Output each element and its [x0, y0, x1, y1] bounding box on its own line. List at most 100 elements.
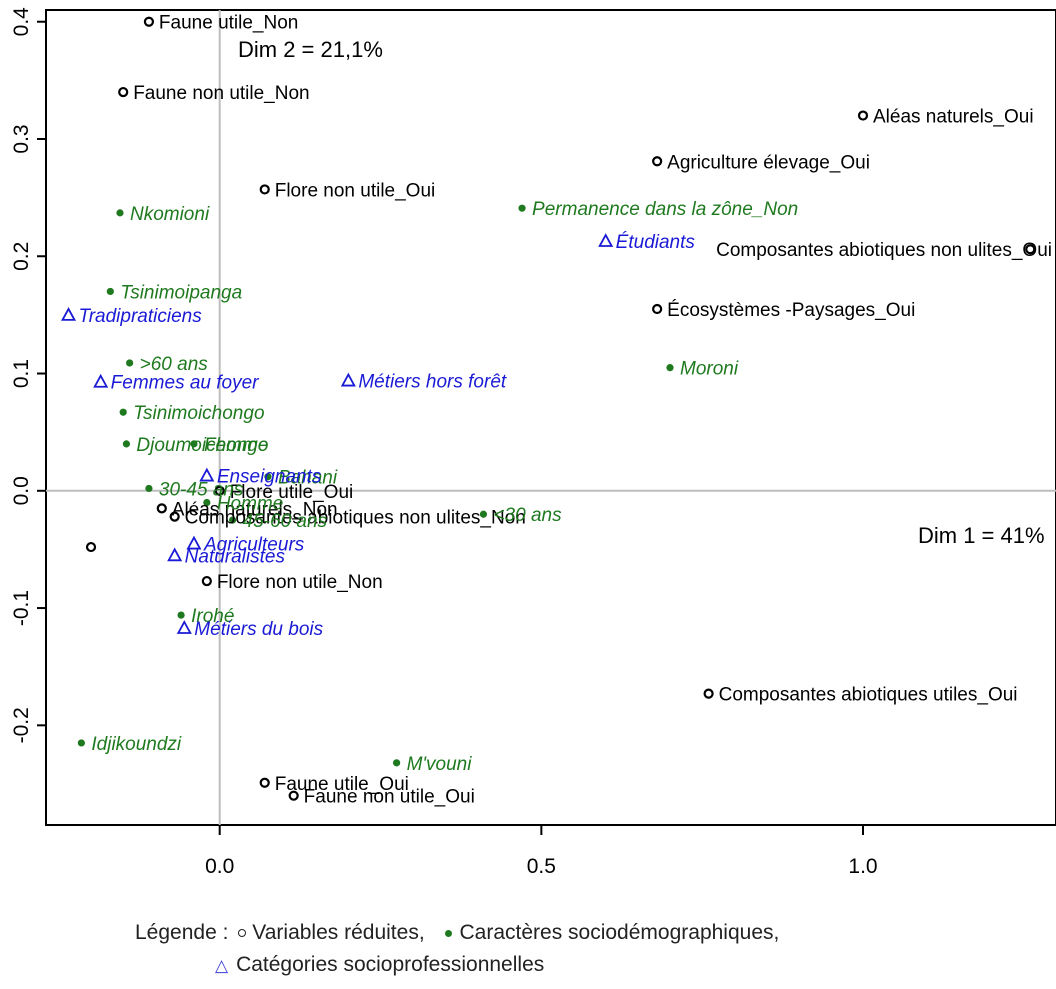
point-label: Écosystèmes -Paysages_Oui	[667, 300, 915, 321]
point-label: Aléas naturels_Oui	[873, 107, 1034, 128]
point-label: Métiers hors forêt	[358, 372, 507, 393]
point-label: Faune utile_Oui	[275, 774, 409, 795]
legend-prefix: Légende :	[135, 921, 229, 944]
point-label: Tsinimoipanga	[120, 282, 242, 303]
point-label: Agriculteurs	[203, 535, 305, 556]
variable-point	[1025, 244, 1036, 255]
point-label: Idjikoundzi	[91, 734, 182, 755]
sociodemographic-point	[106, 287, 114, 296]
y-tick-label: 0.1	[10, 359, 33, 388]
variable-point	[259, 184, 270, 195]
category-point	[176, 620, 192, 634]
category-point	[60, 307, 77, 321]
point-label: Femmes au foyer	[111, 373, 259, 394]
legend-row-1: Légende : Variables réduites, Caractères…	[135, 917, 779, 949]
plot-frame	[45, 9, 1056, 826]
variable-point	[703, 688, 714, 699]
point-label: <30 ans	[493, 505, 562, 526]
point-label: Femme	[204, 435, 268, 456]
point-label: Agriculture élevage_Oui	[667, 152, 870, 173]
point-label: 45-60 ans	[243, 511, 328, 532]
x-tick-label: 0.0	[205, 855, 234, 878]
legend-item-socio: Caractères sociodémographiques,	[459, 921, 780, 944]
point-label: Irohé	[191, 606, 234, 627]
point-label: Composantes abiotiques non ulites_Oui	[716, 240, 1052, 261]
point-label: 30-45 ans	[159, 479, 244, 500]
filled-dot-icon	[444, 929, 452, 937]
variable-point	[85, 541, 97, 553]
category-point	[340, 372, 356, 387]
variable-point	[214, 485, 225, 496]
sociodemographic-point	[116, 209, 124, 217]
variable-point	[201, 575, 212, 587]
point-label: >60 ans	[140, 354, 209, 375]
y-tick-label: 0.3	[10, 124, 33, 153]
point-label: Bahani	[278, 468, 338, 489]
legend-row-2: △ Catégories socioprofessionnelles	[135, 949, 779, 982]
category-point	[167, 547, 183, 562]
variable-point	[169, 511, 180, 522]
legend-item-categories: Catégories socioprofessionnelles	[236, 953, 545, 976]
triangle-icon: △	[215, 956, 229, 975]
dim1-label: Dim 1 = 41%	[918, 523, 1045, 548]
sociodemographic-point	[122, 440, 131, 448]
point-label: Djoumoichongo	[136, 435, 268, 456]
x-tick-label: 0.5	[527, 855, 556, 878]
y-tick-label: -0.2	[10, 707, 33, 743]
y-tick-label: 0.2	[10, 242, 33, 271]
sociodemographic-point	[666, 364, 674, 372]
point-label: Tradipraticiens	[79, 306, 203, 327]
point-label: Faune non utile_Oui	[304, 787, 475, 808]
legend: Légende : Variables réduites, Caractères…	[135, 917, 779, 982]
y-tick-label: 0.4	[10, 7, 33, 37]
variable-point	[288, 790, 299, 801]
open-circle-icon	[238, 929, 247, 938]
point-label: Enseignants	[217, 467, 322, 488]
point-label: Étudiants	[616, 232, 696, 253]
scatter-chart: 0.0 0.5 1.0 -0.2 -0.1 0.0 0.1 0.2 0.3 0.4 Faune u…	[10, 7, 1056, 878]
variable-point	[156, 503, 167, 514]
category-point	[598, 233, 614, 247]
sociodemographic-point	[119, 408, 127, 416]
point-label: Moroni	[680, 359, 739, 380]
variable-point	[118, 86, 129, 98]
variable-point	[652, 156, 663, 167]
variable-point	[857, 110, 869, 121]
point-label: Flore non utile_Non	[217, 572, 383, 593]
point-label: Tsinimoichongo	[133, 403, 264, 424]
variable-point	[259, 777, 270, 788]
point-label: Flore utile_Oui	[230, 482, 354, 503]
point-label: Faune utile_Non	[159, 13, 298, 34]
point-label: Permanence dans la zône_Non	[532, 199, 798, 220]
x-tick-label: 1.0	[848, 855, 877, 878]
category-point	[186, 535, 202, 550]
point-label: Composantes abiotiques utiles_Oui	[719, 685, 1018, 706]
point-label: Faune non utile_Non	[133, 83, 309, 104]
sociodemographic-point	[518, 204, 526, 212]
legend-item-variables: Variables réduites,	[252, 921, 425, 944]
variable-point	[652, 303, 663, 315]
point-label: Naturalistes	[185, 546, 286, 567]
point-label: Homme	[217, 494, 284, 515]
sociodemographic-point	[479, 510, 488, 518]
point-label: Composantes abiotiques non ulites_Non	[185, 508, 526, 529]
sociodemographic-point	[177, 611, 185, 619]
sociodemographic-point	[126, 359, 134, 367]
category-point	[93, 373, 109, 388]
y-tick-label: -0.1	[10, 590, 33, 626]
sociodemographic-point	[77, 739, 85, 747]
sociodemographic-point	[264, 473, 272, 481]
sociodemographic-point	[203, 498, 211, 507]
sociodemographic-point	[393, 759, 401, 767]
point-label: Métiers du bois	[194, 619, 323, 640]
variable-point	[143, 16, 155, 27]
point-label: Flore non utile_Oui	[275, 180, 436, 201]
point-label: Nkomioni	[130, 204, 210, 225]
sociodemographic-point	[145, 484, 153, 493]
sociodemographic-point	[228, 516, 237, 524]
category-point	[199, 467, 215, 482]
dim2-label: Dim 2 = 21,1%	[238, 37, 383, 62]
point-label: M'vouni	[407, 754, 473, 775]
y-tick-label: 0.0	[10, 476, 33, 505]
sociodemographic-point	[190, 440, 198, 448]
